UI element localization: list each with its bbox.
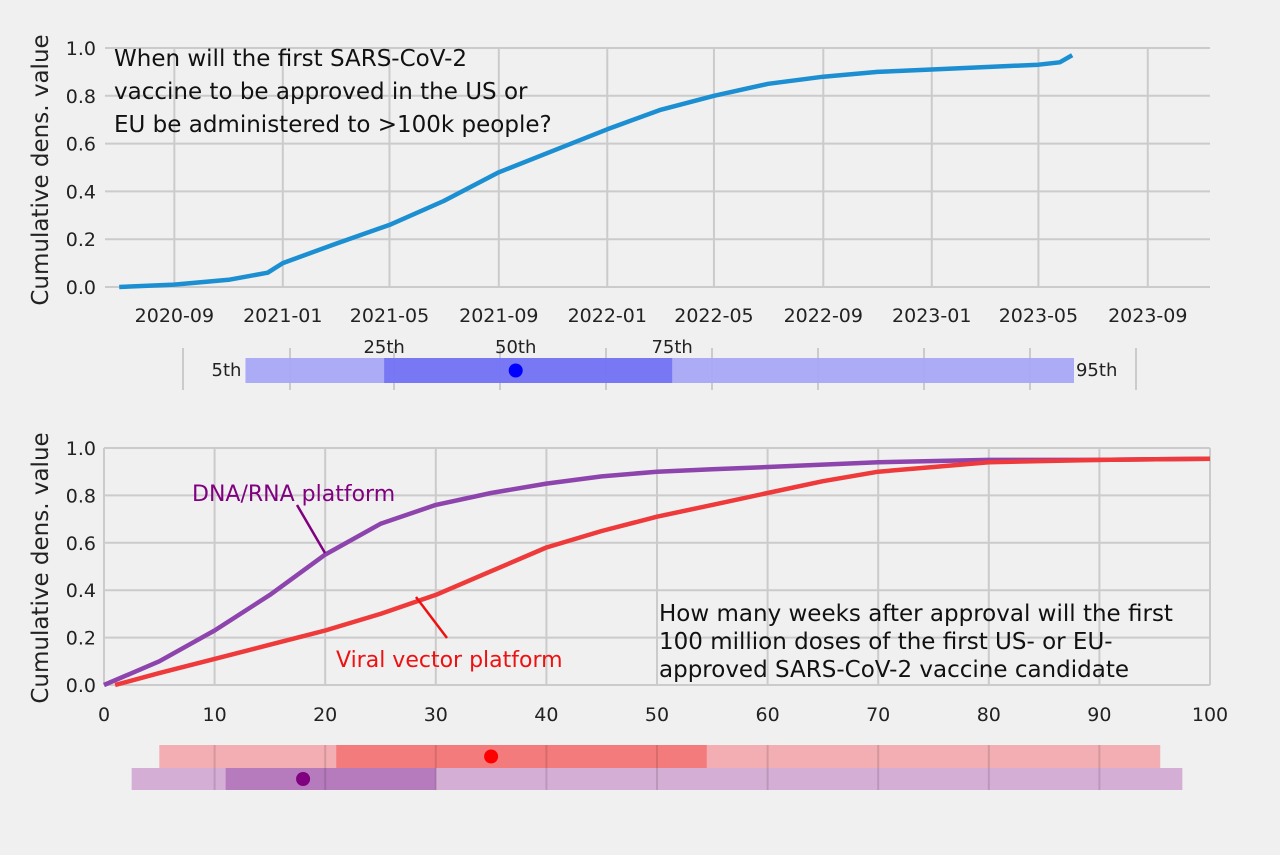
bottom-chart-y-axis-label: Cumulative dens. value bbox=[28, 432, 54, 703]
bottom-x-tick-label: 50 bbox=[645, 704, 669, 726]
bottom-chart-title: How many weeks after approval will the f… bbox=[659, 601, 1173, 683]
top-y-tick-label: 0.8 bbox=[66, 86, 96, 108]
top-chart-x-tick-labels: 2020-09 2021-01 2021-05 2021-09 2022-01 2022-… bbox=[135, 305, 1188, 327]
top-x-tick-label: 2021-09 bbox=[459, 305, 538, 327]
top-chart-series-line bbox=[119, 53, 1074, 290]
viral-vector-series-line bbox=[114, 456, 1211, 688]
bottom-x-tick-label: 10 bbox=[203, 704, 227, 726]
bottom-title-line: How many weeks after approval will the f… bbox=[659, 601, 1173, 627]
bottom-chart-x-tick-labels: 0 10 20 30 40 50 60 70 80 90 100 bbox=[98, 704, 1228, 726]
top-band-25-75 bbox=[384, 358, 673, 383]
bottom-percentile-bands bbox=[131, 745, 1183, 790]
top-x-tick-label: 2022-09 bbox=[784, 305, 863, 327]
bottom-y-tick-label: 0.8 bbox=[66, 485, 96, 507]
bottom-x-tick-label: 40 bbox=[534, 704, 558, 726]
bottom-x-tick-label: 0 bbox=[98, 704, 110, 726]
top-y-tick-label: 0.6 bbox=[66, 134, 96, 156]
top-x-tick-label: 2020-09 bbox=[135, 305, 214, 327]
top-title-line: vaccine to be approved in the US or bbox=[114, 79, 528, 105]
top-chart-y-axis-label: Cumulative dens. value bbox=[28, 34, 54, 305]
bottom-title-line: 100 million doses of the first US- or EU… bbox=[659, 629, 1113, 655]
top-x-tick-label: 2022-01 bbox=[568, 305, 647, 327]
top-band-percentile-label: 75th bbox=[651, 337, 692, 358]
top-band-percentile-label: 5th bbox=[212, 360, 242, 381]
top-band-percentile-label: 95th bbox=[1076, 360, 1117, 381]
top-chart-grid bbox=[105, 47, 1210, 288]
top-band-percentile-label: 50th bbox=[495, 337, 536, 358]
top-x-tick-label: 2023-01 bbox=[892, 305, 971, 327]
dna-rna-band-median-dot bbox=[296, 772, 311, 786]
bottom-x-tick-label: 30 bbox=[424, 704, 448, 726]
dna-rna-series-line bbox=[103, 456, 1211, 688]
bottom-x-tick-label: 100 bbox=[1192, 704, 1228, 726]
dna-rna-band-25-75 bbox=[225, 768, 436, 790]
top-title-line: EU be administered to >100k people? bbox=[114, 112, 552, 138]
top-y-tick-label: 0.2 bbox=[66, 229, 96, 251]
bottom-x-tick-label: 70 bbox=[866, 704, 890, 726]
top-x-tick-label: 2023-09 bbox=[1108, 305, 1187, 327]
top-chart-y-tick-labels: 0.0 0.2 0.4 0.6 0.8 1.0 bbox=[66, 38, 96, 299]
viral-vector-band-25-75 bbox=[336, 745, 707, 768]
bottom-chart-y-tick-labels: 0.0 0.2 0.4 0.6 0.8 1.0 bbox=[66, 438, 96, 697]
top-band-median-dot bbox=[508, 363, 523, 378]
viral-vector-series-label: Viral vector platform bbox=[336, 648, 563, 673]
top-x-tick-label: 2022-05 bbox=[674, 305, 753, 327]
bottom-title-line: approved SARS-CoV-2 vaccine candidate bbox=[659, 657, 1129, 683]
bottom-y-tick-label: 0.6 bbox=[66, 533, 96, 555]
bottom-y-tick-label: 0.4 bbox=[66, 580, 96, 602]
top-chart-title: When will the first SARS-CoV-2 vaccine to… bbox=[114, 46, 552, 138]
bottom-y-tick-label: 0.2 bbox=[66, 628, 96, 650]
top-x-tick-label: 2023-05 bbox=[999, 305, 1078, 327]
bottom-chart-grid bbox=[103, 447, 1211, 686]
top-title-line: When will the first SARS-CoV-2 bbox=[114, 46, 467, 72]
bottom-x-tick-label: 20 bbox=[313, 704, 337, 726]
dna-rna-series-label: DNA/RNA platform bbox=[192, 482, 395, 507]
dna-rna-label-pointer bbox=[295, 504, 327, 554]
top-x-tick-label: 2021-05 bbox=[350, 305, 429, 327]
top-y-tick-label: 0.4 bbox=[66, 181, 96, 203]
viral-vector-label-pointer bbox=[415, 596, 448, 639]
viral-vector-band-median-dot bbox=[484, 749, 499, 764]
top-y-tick-label: 1.0 bbox=[66, 38, 96, 60]
top-band-percentile-label: 25th bbox=[363, 337, 404, 358]
bottom-y-tick-label: 0.0 bbox=[66, 675, 96, 697]
bottom-x-tick-label: 80 bbox=[977, 704, 1001, 726]
bottom-x-tick-label: 60 bbox=[756, 704, 780, 726]
top-y-tick-label: 0.0 bbox=[66, 277, 96, 299]
bottom-y-tick-label: 1.0 bbox=[66, 438, 96, 460]
top-x-tick-label: 2021-01 bbox=[243, 305, 322, 327]
top-percentile-band: 5th 25th 50th 75th 95th bbox=[182, 337, 1137, 390]
bottom-x-tick-label: 90 bbox=[1087, 704, 1111, 726]
